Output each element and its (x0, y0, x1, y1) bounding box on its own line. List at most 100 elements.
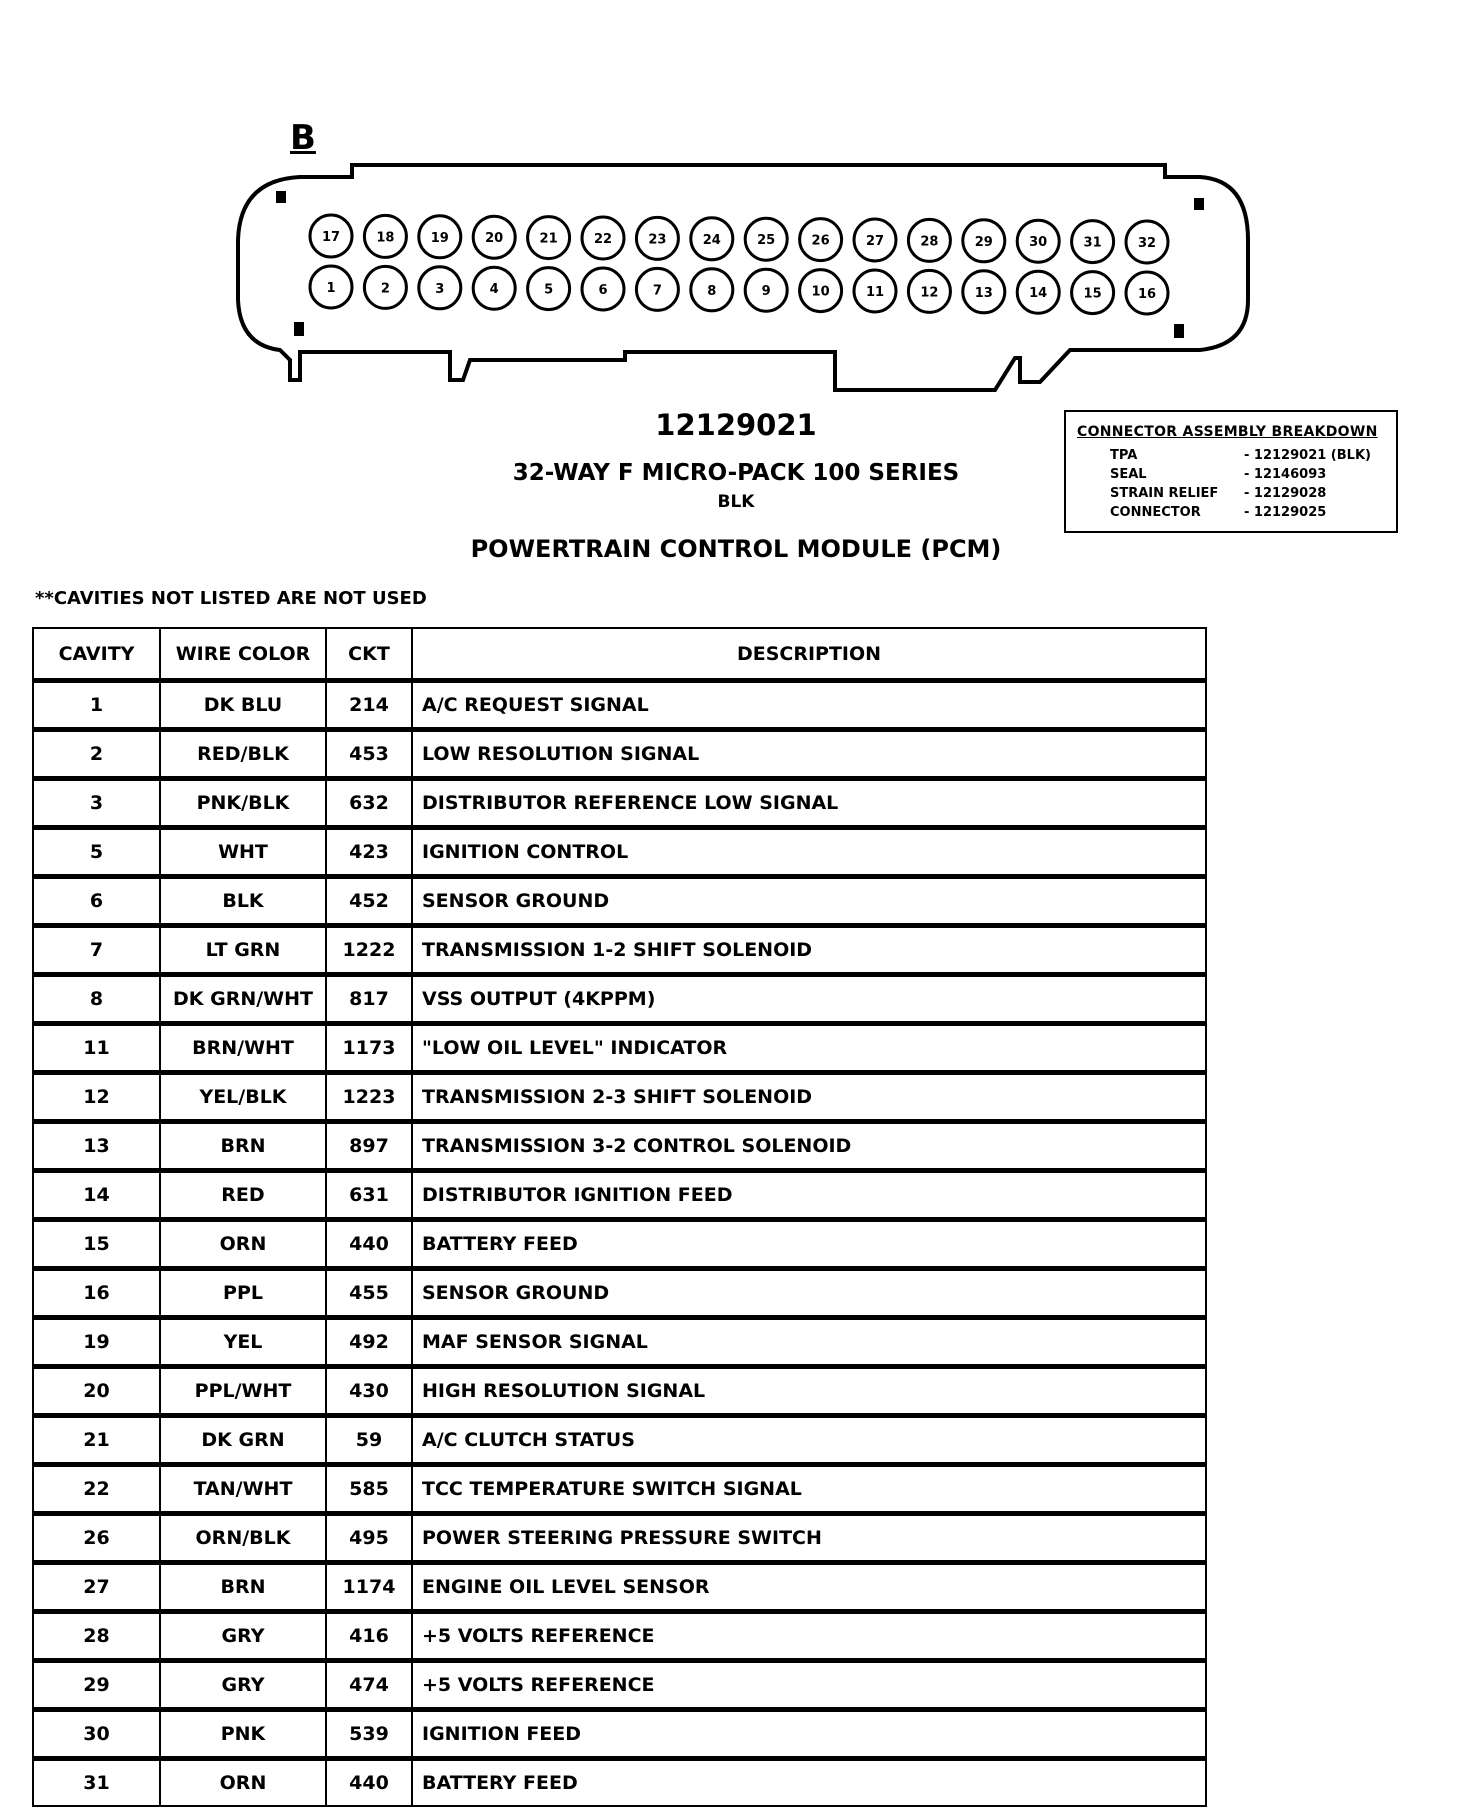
cell-description: A/C CLUTCH STATUS (411, 1413, 1207, 1466)
cell-wire-color: RED/BLK (159, 727, 327, 780)
cell-ckt: 430 (325, 1364, 413, 1417)
connector-color: BLK (717, 492, 755, 512)
breakdown-value: - 12146093 (1244, 467, 1327, 482)
pin-cavity (471, 214, 517, 260)
header-description: DESCRIPTION (411, 627, 1207, 682)
cavity-table: CAVITY WIRE COLOR CKT DESCRIPTION 1 DK BL… (32, 627, 1207, 1807)
cell-description: IGNITION CONTROL (411, 825, 1207, 878)
cell-ckt: 492 (325, 1315, 413, 1368)
table-row: 16 PPL 455 SENSOR GROUND (32, 1266, 1207, 1319)
connector-label: B (290, 118, 316, 158)
cell-wire-color: BRN (159, 1560, 327, 1613)
cell-cavity: 11 (32, 1021, 161, 1074)
table-row: 12 YEL/BLK 1223 TRANSMISSION 2-3 SHIFT SOLE… (32, 1070, 1207, 1123)
cell-description: LOW RESOLUTION SIGNAL (411, 727, 1207, 780)
table-row: 14 RED 631 DISTRIBUTOR IGNITION FEED (32, 1168, 1207, 1221)
pin-cavity (852, 217, 898, 263)
cell-wire-color: DK GRN/WHT (159, 972, 327, 1025)
pin-cavity (634, 215, 680, 261)
cell-ckt: 631 (325, 1168, 413, 1221)
table-row: 7 LT GRN 1222 TRANSMISSION 1-2 SHIFT SOLENO… (32, 923, 1207, 976)
cell-wire-color: ORN (159, 1217, 327, 1270)
cell-cavity: 29 (32, 1658, 161, 1711)
cell-cavity: 15 (32, 1217, 161, 1270)
cell-description: SENSOR GROUND (411, 874, 1207, 927)
pin-number: 8 (707, 284, 716, 299)
pin-cavity (689, 216, 735, 262)
cell-wire-color: RED (159, 1168, 327, 1221)
cell-cavity: 8 (32, 972, 161, 1025)
table-row: 27 BRN 1174 ENGINE OIL LEVEL SENSOR (32, 1560, 1207, 1613)
cell-description: +5 VOLTS REFERENCE (411, 1609, 1207, 1662)
cell-ckt: 59 (325, 1413, 413, 1466)
cell-wire-color: DK GRN (159, 1413, 327, 1466)
pin-cavity (906, 268, 952, 314)
pin-number: 2 (381, 281, 390, 296)
pin-number: 15 (1084, 287, 1102, 302)
cell-cavity: 3 (32, 776, 161, 829)
pin-cavity (308, 213, 354, 259)
pin-cavity (417, 214, 463, 260)
table-row: 8 DK GRN/WHT 817 VSS OUTPUT (4KPPM) (32, 972, 1207, 1025)
pin-cavity (580, 266, 626, 312)
cell-wire-color: GRY (159, 1609, 327, 1662)
cell-ckt: 474 (325, 1658, 413, 1711)
table-row: 26 ORN/BLK 495 POWER STEERING PRESSURE SWIT… (32, 1511, 1207, 1564)
cell-description: A/C REQUEST SIGNAL (411, 678, 1207, 731)
cell-description: TRANSMISSION 2-3 SHIFT SOLENOID (411, 1070, 1207, 1123)
cell-description: ENGINE OIL LEVEL SENSOR (411, 1560, 1207, 1613)
module-name: POWERTRAIN CONTROL MODULE (PCM) (470, 535, 1002, 563)
connector-outline (236, 163, 1250, 392)
table-row: 29 GRY 474 +5 VOLTS REFERENCE (32, 1658, 1207, 1711)
table-row: 3 PNK/BLK 632 DISTRIBUTOR REFERENCE LOW SIG… (32, 776, 1207, 829)
pin-cavity (798, 268, 844, 314)
cell-description: POWER STEERING PRESSURE SWITCH (411, 1511, 1207, 1564)
cell-ckt: 495 (325, 1511, 413, 1564)
cell-wire-color: PPL/WHT (159, 1364, 327, 1417)
cell-ckt: 453 (325, 727, 413, 780)
table-row: 6 BLK 452 SENSOR GROUND (32, 874, 1207, 927)
pin-number: 22 (594, 232, 612, 247)
table-row: 20 PPL/WHT 430 HIGH RESOLUTION SIGNAL (32, 1364, 1207, 1417)
pin-number: 17 (322, 230, 340, 245)
cell-description: BATTERY FEED (411, 1217, 1207, 1270)
pin-cavity (1070, 270, 1116, 316)
pin-cavity (906, 217, 952, 263)
pin-number: 11 (866, 285, 884, 300)
pin-number: 7 (653, 283, 662, 298)
pin-cavity (634, 266, 680, 312)
pin-number: 25 (757, 233, 775, 248)
pin-cavity (526, 215, 572, 261)
pin-number: 14 (1029, 286, 1047, 301)
cell-ckt: 632 (325, 776, 413, 829)
connector-type: 32-WAY F MICRO-PACK 100 SERIES (512, 460, 960, 486)
pin-cavity (580, 215, 626, 261)
cell-cavity: 22 (32, 1462, 161, 1515)
pin-cavity (362, 213, 408, 259)
cell-wire-color: BRN/WHT (159, 1021, 327, 1074)
breakdown-value: - 12129028 (1244, 486, 1327, 501)
cell-description: DISTRIBUTOR REFERENCE LOW SIGNAL (411, 776, 1207, 829)
cell-ckt: 897 (325, 1119, 413, 1172)
table-row: 31 ORN 440 BATTERY FEED (32, 1756, 1207, 1807)
part-number: 12129021 (655, 408, 817, 442)
cell-cavity: 2 (32, 727, 161, 780)
table-row: 30 PNK 539 IGNITION FEED (32, 1707, 1207, 1760)
cell-wire-color: DK BLU (159, 678, 327, 731)
pin-number: 10 (812, 285, 830, 300)
connector-assembly-breakdown: CONNECTOR ASSEMBLY BREAKDOWN TPA - 121290… (1064, 410, 1398, 533)
pin-number: 13 (975, 286, 993, 301)
cell-cavity: 5 (32, 825, 161, 878)
pin-number: 31 (1084, 236, 1102, 251)
cell-ckt: 1174 (325, 1560, 413, 1613)
cell-ckt: 440 (325, 1756, 413, 1807)
latch-mark (1194, 198, 1204, 210)
unused-cavities-note: **CAVITIES NOT LISTED ARE NOT USED (35, 588, 427, 609)
cell-wire-color: PPL (159, 1266, 327, 1319)
breakdown-row: SEAL - 12146093 (1110, 467, 1390, 482)
pin-number: 19 (431, 231, 449, 246)
breakdown-row: STRAIN RELIEF - 12129028 (1110, 486, 1390, 501)
cell-ckt: 1223 (325, 1070, 413, 1123)
pin-number: 1 (326, 281, 335, 296)
cell-wire-color: WHT (159, 825, 327, 878)
